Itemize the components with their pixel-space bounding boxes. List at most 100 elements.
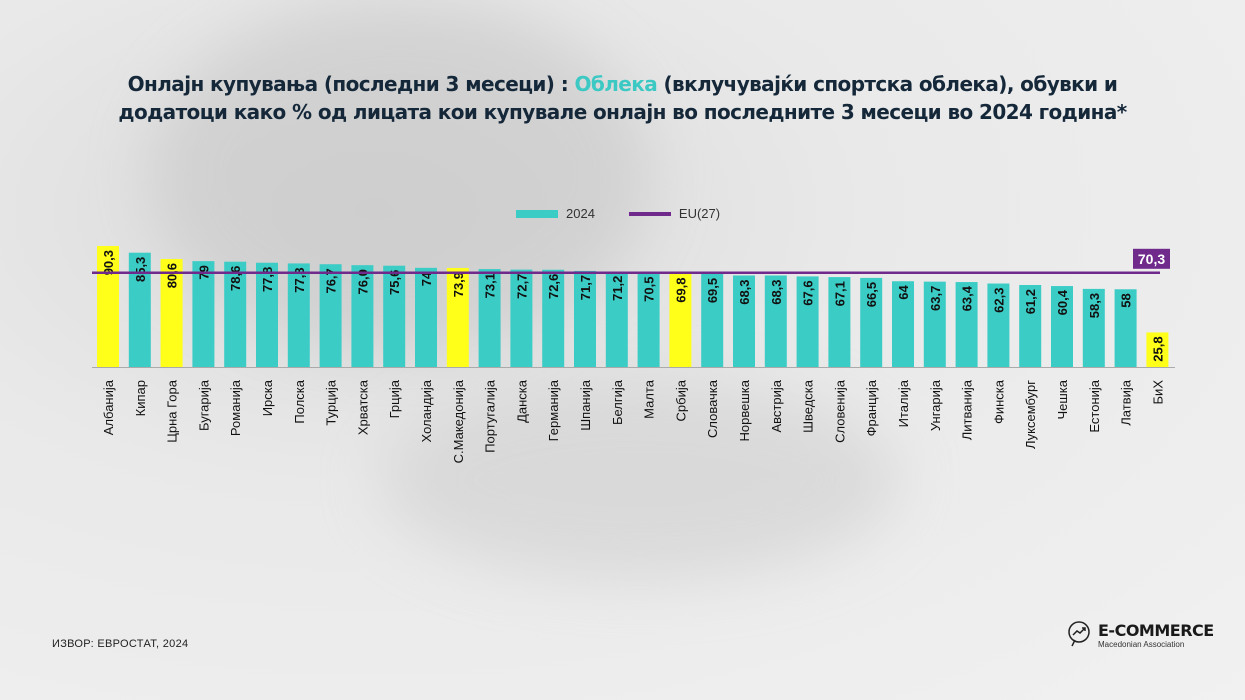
value-label: 69,8: [673, 277, 688, 302]
bar-26: [923, 281, 946, 367]
category-label: Полска: [292, 379, 307, 423]
bar-22: [796, 276, 819, 367]
value-label: 71,7: [578, 275, 593, 300]
category-label: Албанија: [101, 379, 116, 435]
value-label: 72,6: [546, 274, 561, 299]
value-label: 68,3: [769, 279, 784, 304]
bar-30: [1051, 286, 1073, 367]
value-label: 85,3: [133, 257, 148, 282]
legend-swatch-bar: [516, 209, 558, 218]
value-label: 75,6: [387, 270, 402, 295]
bar-18: [669, 273, 692, 367]
category-label: Романија: [228, 379, 243, 436]
bar-28: [987, 283, 1010, 367]
title-line1: Онлајн купувања (последни 3 месеци) :: [127, 72, 575, 96]
bar-12: [478, 269, 501, 367]
value-label: 73,1: [483, 273, 498, 298]
source-note: ИЗВОР: ЕВРОСТАТ, 2024: [52, 638, 189, 650]
category-label: С.Македонија: [451, 379, 466, 463]
value-label: 77,3: [292, 267, 307, 292]
value-label: 72,7: [514, 274, 529, 299]
category-label: Црна Гора: [165, 379, 180, 442]
legend-swatch-line: [628, 211, 671, 216]
bar-31: [1082, 288, 1105, 367]
category-label: Кипар: [133, 380, 148, 416]
category-label: Бугарија: [196, 379, 211, 431]
category-label: Франција: [864, 379, 879, 436]
value-label: 67,6: [801, 280, 816, 305]
bar-9: [383, 265, 406, 367]
bar-23: [828, 277, 851, 367]
bar-29: [1019, 284, 1042, 367]
category-label: БиХ: [1150, 380, 1165, 405]
bar-20: [733, 275, 755, 367]
value-label: 63,7: [928, 286, 943, 311]
category-label: Турција: [324, 379, 339, 425]
category-label: Ирска: [260, 379, 275, 416]
category-label: Србија: [673, 379, 688, 421]
value-label: 76,0: [355, 269, 370, 294]
value-label: 60,4: [1055, 289, 1070, 315]
value-label: 90,3: [101, 250, 116, 275]
value-label: 61,2: [1023, 289, 1038, 314]
value-label: 62,3: [991, 288, 1006, 313]
bar-5: [256, 262, 278, 367]
eu-label-box: [1133, 248, 1170, 269]
value-label: 58: [1119, 293, 1134, 307]
category-label: Австрија: [769, 379, 784, 432]
category-label: Италија: [896, 379, 911, 427]
bar-3: [192, 261, 215, 367]
bar-15: [574, 270, 596, 367]
category-label: Естонија: [1087, 379, 1102, 432]
category-label: Литванија: [960, 379, 975, 440]
value-label: 80,6: [165, 263, 180, 288]
category-label: Луксембург: [1023, 380, 1038, 449]
category-label: Холандија: [419, 379, 434, 442]
value-label: 63,4: [960, 285, 975, 311]
category-label: Словачка: [705, 379, 720, 438]
value-label: 68,3: [737, 279, 752, 304]
category-label: Финска: [991, 379, 1006, 424]
bar-32: [1114, 289, 1137, 367]
bar-6: [287, 263, 310, 367]
value-label: 70,5: [642, 277, 657, 302]
value-label: 69,5: [705, 278, 720, 303]
bar-1: [128, 252, 151, 367]
title-line2: додатоци како % од лицата кои купувале о…: [118, 100, 1127, 124]
category-label: Хрватска: [355, 379, 370, 435]
value-label: 74: [419, 271, 434, 286]
background-photo-detail: [380, 380, 900, 580]
bar-8: [351, 265, 374, 367]
bar-24: [860, 277, 883, 367]
category-label: Унгарија: [928, 379, 943, 431]
value-label: 67,1: [832, 281, 847, 306]
category-label: Белгија: [610, 379, 625, 425]
bar-16: [605, 271, 628, 367]
category-label: Германија: [546, 379, 561, 441]
bar-21: [764, 275, 787, 367]
category-label: Малта: [642, 379, 657, 419]
value-label: 71,2: [610, 276, 625, 301]
category-label: Шпанија: [578, 379, 593, 431]
chart-bubble-icon: [1068, 621, 1090, 647]
value-label: 73,9: [451, 272, 466, 297]
category-label: Норвешка: [737, 379, 752, 441]
category-label: Словенија: [832, 379, 847, 443]
value-label: 58,3: [1087, 293, 1102, 318]
value-label: 66,5: [864, 282, 879, 307]
bar-11: [446, 267, 469, 367]
logo-name: E-COMMERCE: [1098, 621, 1214, 640]
bar-0: [97, 245, 119, 367]
legend: 2024 EU(27): [516, 206, 720, 221]
bar-17: [637, 272, 660, 367]
chart-title: Онлајн купувања (последни 3 месеци) : Об…: [0, 70, 1245, 126]
legend-label-eu: EU(27): [678, 206, 721, 221]
category-label: Португалија: [483, 379, 498, 453]
eu-value-label: 70,3: [1138, 251, 1165, 267]
title-line1-end: (вклучувајќи спортска облека), обувки и: [657, 72, 1118, 96]
bar-2: [160, 258, 183, 367]
bar-14: [542, 269, 565, 367]
bar-10: [415, 267, 437, 367]
legend-label-2024: 2024: [566, 206, 595, 221]
